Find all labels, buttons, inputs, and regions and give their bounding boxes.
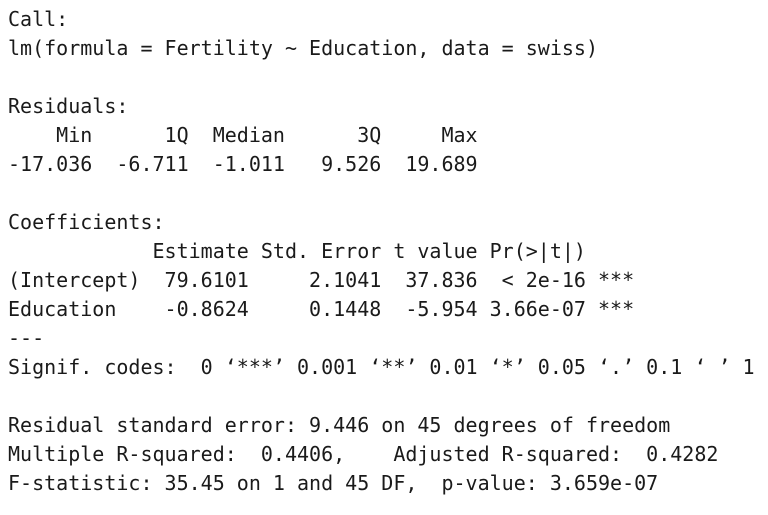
coefficients-heading: Coefficients: [8,210,165,234]
blank-line [8,179,768,208]
f-statistic: F-statistic: 35.45 on 1 and 45 DF, p-val… [8,471,659,495]
residual-standard-error: Residual standard error: 9.446 on 45 deg… [8,413,671,437]
signif-codes: Signif. codes: 0 ‘***’ 0.001 ‘**’ 0.01 ‘… [8,355,755,379]
call-heading: Call: [8,7,69,31]
residuals-values: -17.036 -6.711 -1.011 9.526 19.689 [8,152,478,176]
blank-line [8,63,768,92]
residuals-column-headers: Min 1Q Median 3Q Max [8,123,478,147]
call-section: Call: lm(formula = Fertility ~ Education… [8,5,768,63]
fit-statistics-section: Residual standard error: 9.446 on 45 deg… [8,411,768,498]
coefficients-section: Coefficients: Estimate Std. Error t valu… [8,208,768,382]
coefficient-row-education: Education -0.8624 0.1448 -5.954 3.66e-07… [8,297,635,321]
coefficients-column-headers: Estimate Std. Error t value Pr(>|t|) [8,239,586,263]
coefficient-row-intercept: (Intercept) 79.6101 2.1041 37.836 < 2e-1… [8,268,635,292]
call-code: lm(formula = Fertility ~ Education, data… [8,36,599,60]
residuals-heading: Residuals: [8,94,129,118]
residuals-section: Residuals: Min 1Q Median 3Q Max -17.036 … [8,92,768,179]
blank-line [8,382,768,411]
r-squared: Multiple R-squared: 0.4406, Adjusted R-s… [8,442,719,466]
separator: --- [8,326,45,350]
